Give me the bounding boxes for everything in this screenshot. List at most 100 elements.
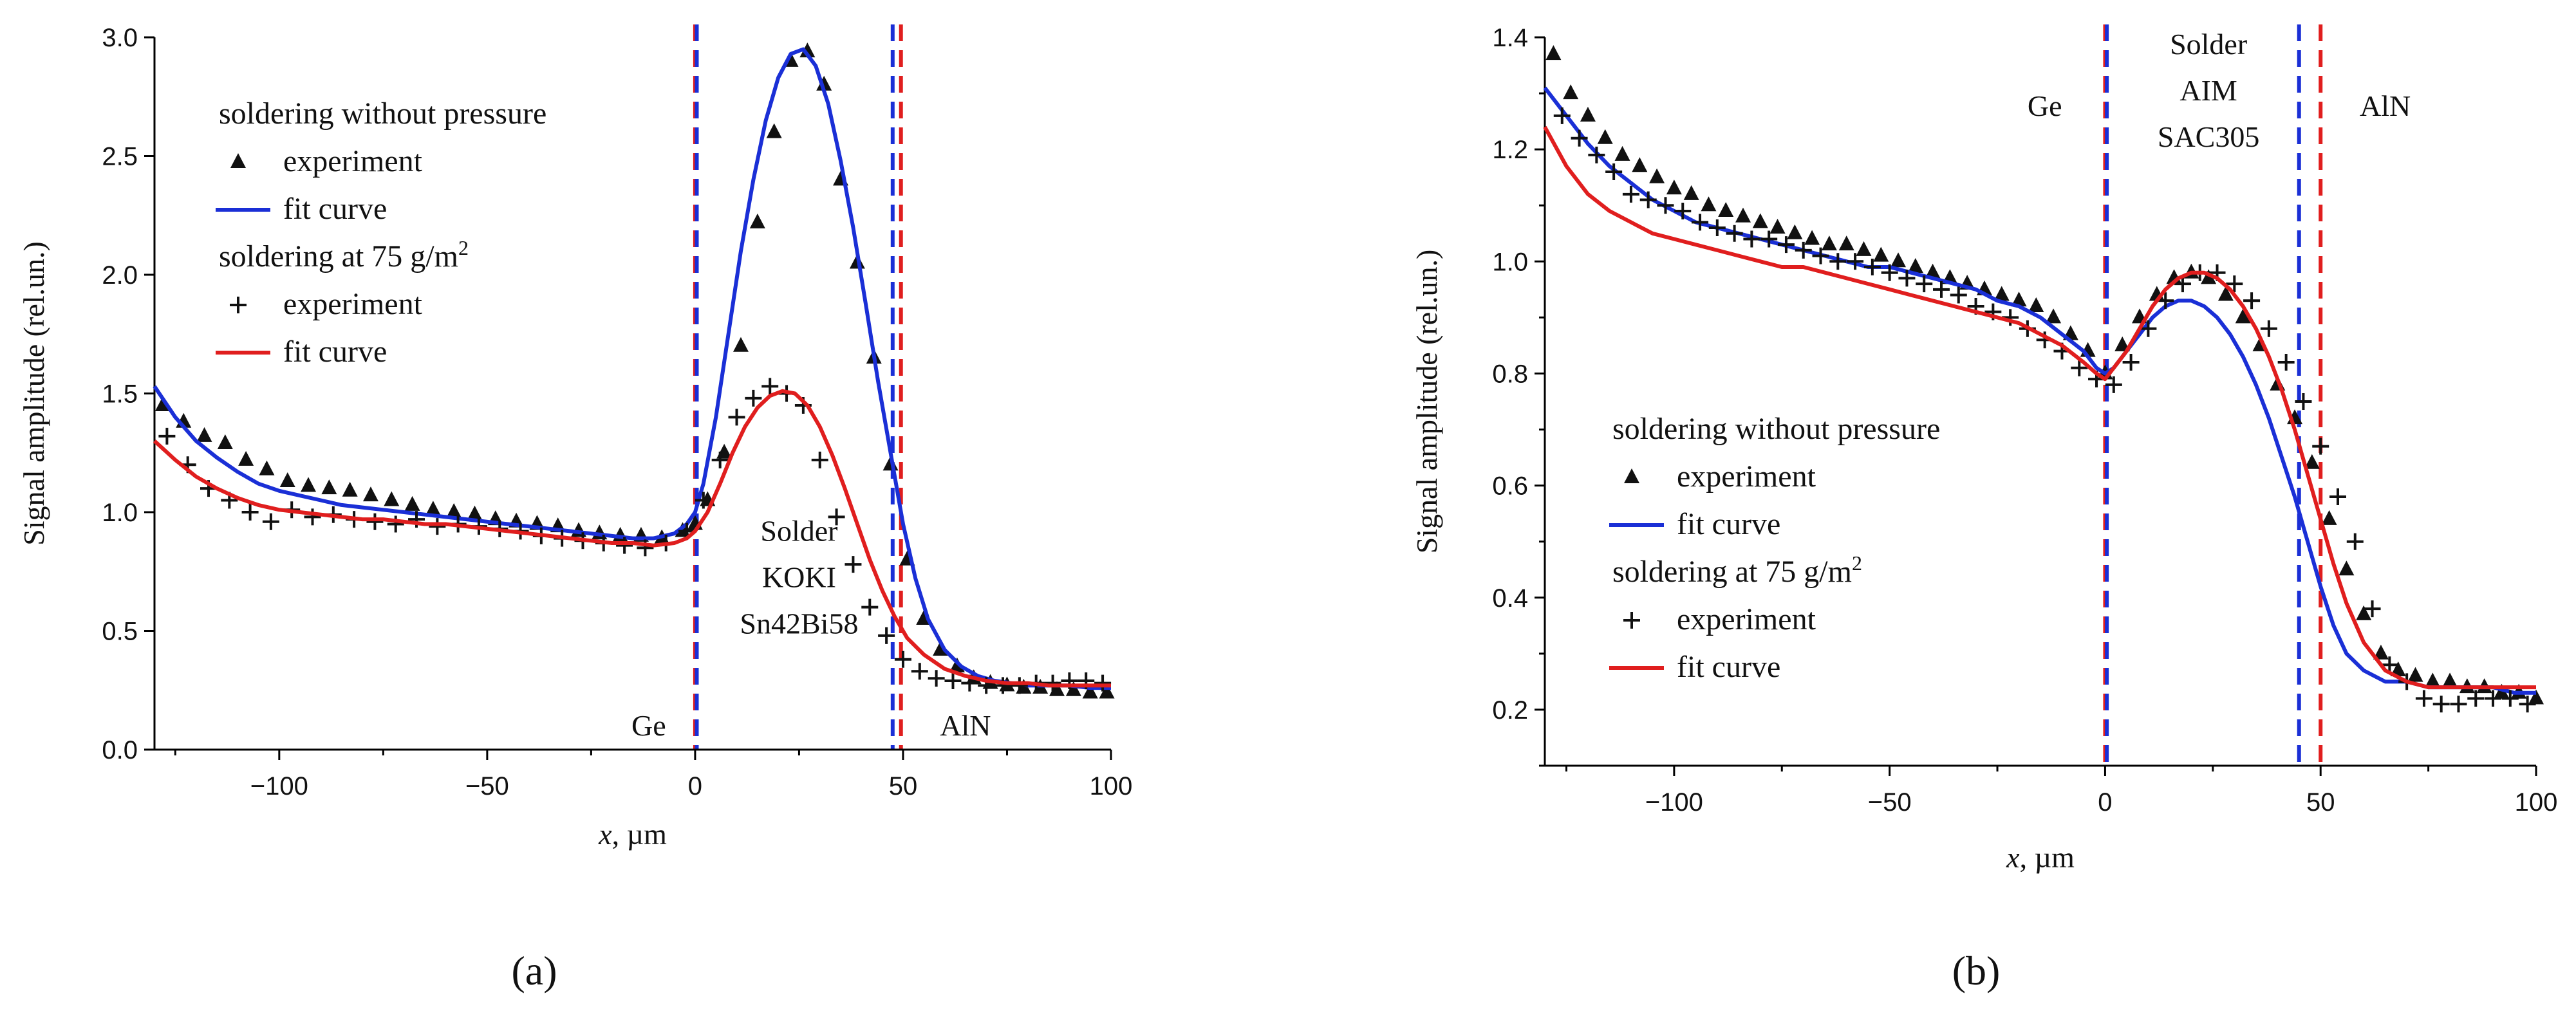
y-tick-label-b-1: 0.4	[1492, 584, 1528, 613]
x-axis-title-b: x, µm	[2006, 841, 2075, 874]
plus-point-b	[2260, 320, 2277, 337]
triangle-point-a	[467, 505, 483, 521]
legend-plus-icon-a	[230, 297, 247, 313]
plus-point-a	[158, 427, 176, 445]
plus-point-a	[728, 409, 745, 426]
triangle-point-a	[425, 501, 441, 516]
plus-point-b	[2485, 690, 2502, 707]
triangle-point-b	[2201, 269, 2217, 284]
plus-point-b	[1795, 241, 1812, 259]
plus-point-b	[1657, 197, 1674, 214]
triangle-point-b	[1597, 129, 1613, 144]
x-tick-label-b-3: 50	[2306, 788, 2335, 817]
triangle-point-a	[404, 495, 420, 511]
plus-point-a	[928, 670, 945, 687]
x-tick-label-b-0: −100	[1645, 788, 1703, 817]
triangle-point-b	[1683, 185, 1699, 200]
x-axis-title-unit-a: , µm	[612, 818, 667, 851]
plus-point-b	[1847, 253, 1864, 270]
triangle-point-b	[1838, 236, 1854, 251]
plus-point-b	[2243, 292, 2261, 309]
triangle-point-b	[2217, 286, 2234, 301]
region-label-a-0-0: Ge	[631, 709, 666, 742]
triangle-point-b	[2028, 297, 2044, 312]
legend-title-2-b: soldering at 75 g/m2	[1612, 551, 1862, 589]
plus-point-a	[845, 556, 862, 573]
legend-triangle-icon-a	[230, 153, 246, 168]
plus-point-a	[994, 677, 1012, 694]
triangle-point-b	[1821, 236, 1837, 251]
triangle-point-b	[1580, 106, 1596, 122]
triangle-point-a	[362, 486, 378, 502]
triangle-point-b	[1632, 157, 1648, 172]
triangle-point-a	[259, 460, 275, 476]
plus-point-b	[2157, 292, 2174, 309]
plus-point-a	[894, 651, 911, 668]
plus-point-b	[1916, 275, 1933, 293]
y-tick-label-a-2: 1.0	[102, 499, 138, 527]
triangle-point-b	[2338, 560, 2355, 576]
fit-curve-b-3	[1543, 125, 2536, 690]
triangle-point-b	[1614, 145, 1630, 161]
y-tick-label-a-5: 2.5	[102, 143, 138, 171]
legend-experiment-2-a: experiment	[283, 287, 423, 321]
plus-point-b	[1829, 253, 1847, 270]
y-tick-label-a-4: 2.0	[102, 261, 138, 290]
plus-point-a	[262, 513, 279, 530]
triangle-point-a	[749, 213, 765, 228]
legend-experiment-2-b: experiment	[1677, 602, 1816, 636]
triangle-point-a	[816, 75, 832, 91]
triangle-point-a	[766, 123, 782, 138]
y-tick-label-a-1: 0.5	[102, 618, 138, 646]
legend-experiment-1-b: experiment	[1677, 459, 1816, 494]
x-tick-label-a-2: 0	[688, 772, 702, 800]
triangle-point-b	[2011, 291, 2027, 307]
plus-point-a	[761, 378, 779, 395]
x-axis-title-var-a: x	[598, 818, 612, 851]
triangle-point-a	[321, 479, 337, 495]
triangle-point-a	[384, 491, 400, 506]
chart-panel-a: (a) −100 −50 0 50 100 0.0 0.5 1.0 1.5 2.0 2.5 3.0 x,…	[17, 24, 1132, 993]
legend-title-2-sup-b: 2	[1852, 551, 1862, 575]
y-tick-label-a-0: 0.0	[102, 736, 138, 764]
triangle-point-a	[1049, 681, 1065, 696]
plus-point-b	[2467, 690, 2485, 707]
plus-point-a	[811, 451, 828, 468]
plus-point-b	[1863, 259, 1881, 276]
y-axis-title-a: Signal amplitude (rel.un.)	[17, 241, 50, 546]
plus-point-a	[366, 513, 384, 530]
plus-point-b	[2295, 393, 2312, 410]
legend-title-2-text-a: soldering at 75 g/m	[219, 239, 458, 273]
plus-point-b	[2329, 488, 2346, 506]
x-tick-label-a-3: 50	[889, 772, 918, 800]
plus-point-b	[1674, 202, 1692, 219]
region-label-b-2-0: AlN	[2360, 89, 2411, 122]
x-tick-label-a-0: −100	[250, 772, 308, 800]
triangle-point-a	[301, 477, 317, 492]
plus-point-b	[1933, 281, 1950, 298]
x-tick-label-a-4: 100	[1090, 772, 1133, 800]
plus-point-a	[695, 492, 712, 509]
triangle-point-a	[446, 503, 462, 518]
y-tick-label-a-3: 1.5	[102, 380, 138, 409]
triangle-point-a	[1065, 681, 1081, 696]
plus-point-b	[1726, 225, 1743, 242]
triangle-point-b	[1787, 224, 1803, 239]
triangle-point-b	[2373, 644, 2389, 660]
x-tick-label-a-1: −50	[465, 772, 509, 800]
plus-point-b	[1950, 286, 1967, 304]
plus-point-b	[1760, 230, 1778, 248]
triangle-point-b	[1545, 45, 1562, 60]
plus-point-a	[616, 537, 633, 554]
plus-point-b	[1898, 270, 1916, 287]
plus-point-b	[2364, 600, 2381, 618]
plus-point-b	[1692, 214, 1709, 231]
triangle-point-b	[1993, 286, 2010, 301]
plus-point-b	[1605, 163, 1623, 180]
plus-point-b	[2346, 533, 2364, 550]
plus-point-a	[878, 627, 895, 644]
triangle-point-a	[342, 481, 358, 497]
plus-point-b	[1588, 146, 1605, 163]
triangle-point-b	[1890, 252, 1907, 268]
